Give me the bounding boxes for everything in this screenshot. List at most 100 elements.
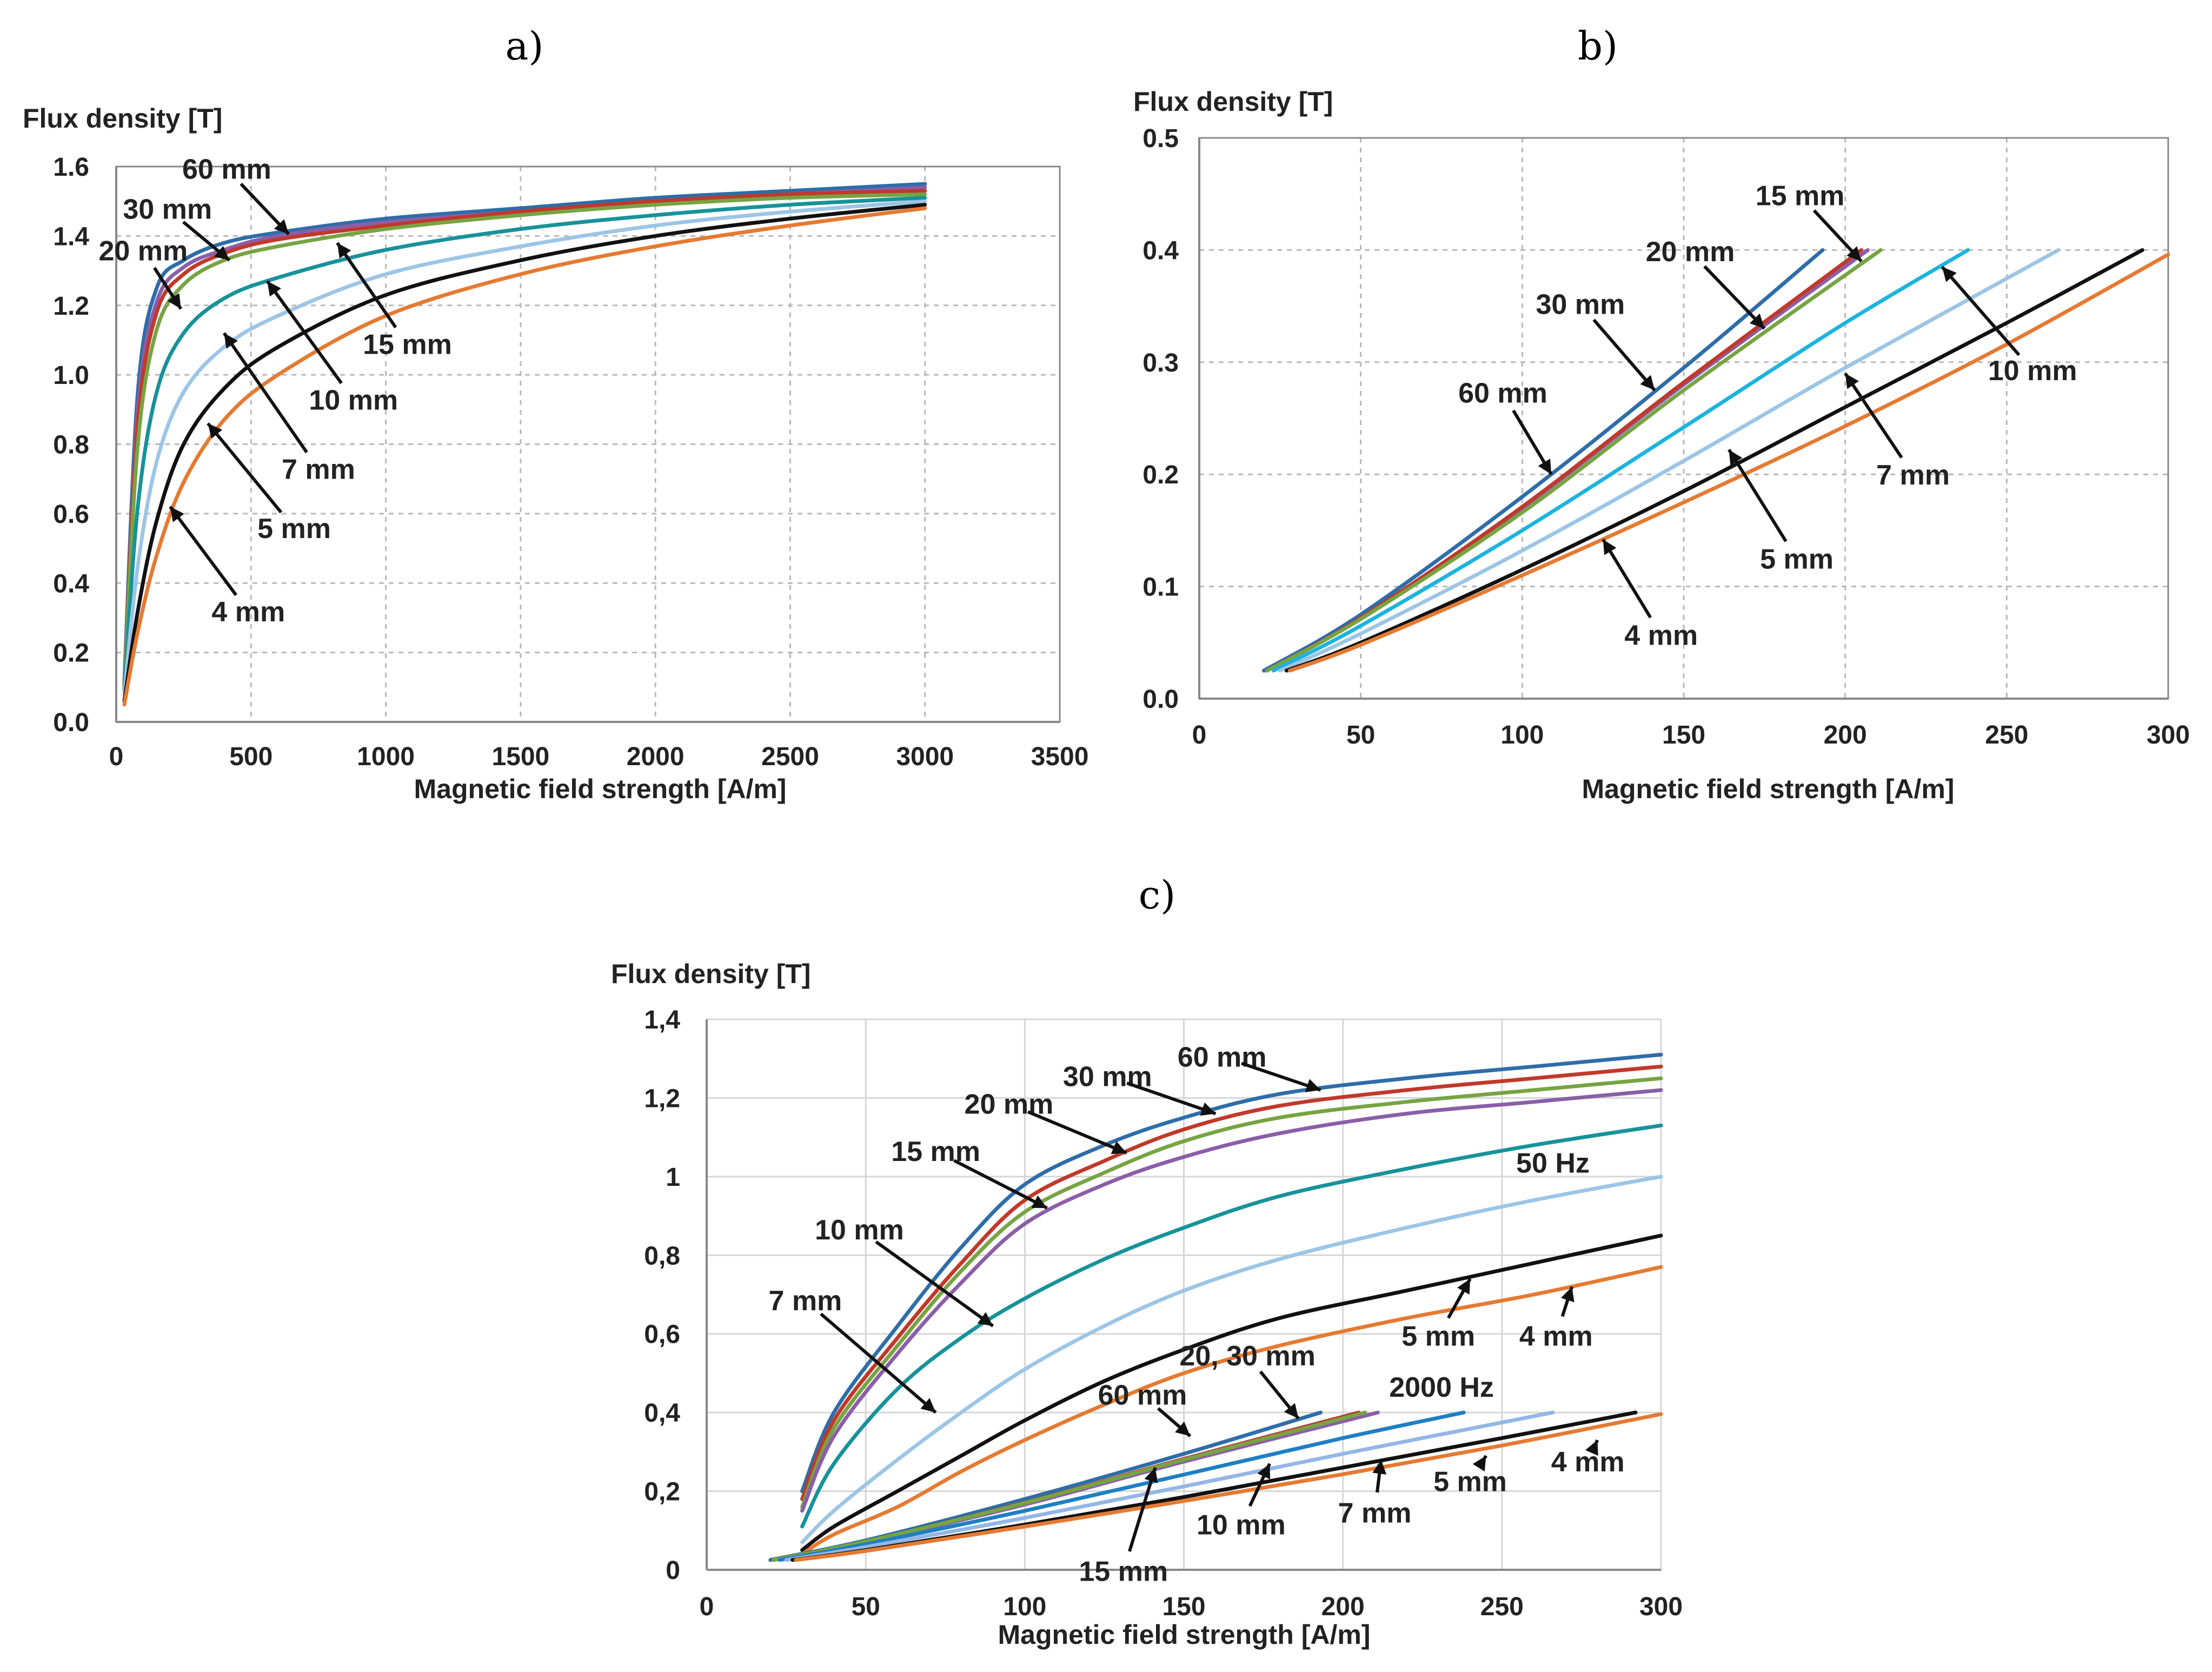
y-tick-label: 1.0: [53, 361, 89, 390]
panel-c: c) 0 50 100 150 200 250 300 0 0,2 0,4 0,6 0,8 1 1,2 1,4…: [611, 872, 1683, 1650]
y-tick-label: 0.6: [53, 500, 89, 529]
x-tick-label: 100: [1003, 1593, 1046, 1621]
x-tick-label: 300: [2147, 721, 2190, 749]
annotation-arrow: [875, 1240, 994, 1328]
annotation-arrowhead: [1284, 1403, 1299, 1419]
annotation-label: 60 mm: [182, 154, 271, 185]
series-line-5-mm: [122, 203, 927, 703]
annotation-arrowhead: [214, 246, 230, 261]
y-tick-label: 1.4: [53, 222, 89, 251]
annotation-arrowhead: [337, 243, 351, 258]
annotation-arrow: [1728, 449, 1788, 542]
series-line-7-mm-2000-hz: [784, 1410, 1555, 1562]
annotation-arrowhead: [1845, 373, 1859, 389]
annotation-arrowhead: [1175, 1421, 1191, 1436]
y-tick-label: 0.5: [1142, 124, 1179, 153]
annotation-label: 7 mm: [1876, 460, 1950, 491]
panel-label: a): [505, 23, 543, 69]
x-tick-label: 250: [1985, 721, 2028, 749]
annotation-arrow: [207, 422, 283, 514]
y-tick-label: 1.2: [53, 292, 89, 321]
annotation-arrowhead: [1472, 1456, 1486, 1472]
annotation-arrowhead: [274, 219, 289, 235]
x-tick-label: 250: [1480, 1593, 1524, 1621]
annotation-label: 60 mm: [1458, 377, 1547, 409]
series-line-7-mm-50-hz: [800, 1175, 1663, 1544]
x-axis-title: Magnetic field strength [A/m]: [414, 774, 787, 804]
x-tick-label: 300: [1639, 1593, 1683, 1621]
annotation-arrowhead: [1538, 459, 1552, 475]
annotation-arrow: [169, 506, 238, 596]
annotation-arrowhead: [1031, 1195, 1047, 1208]
y-tick-label: 0.0: [1142, 685, 1179, 714]
annotation-arrowhead: [1560, 1286, 1575, 1303]
annotation-label: 4 mm: [1519, 1321, 1593, 1352]
annotation-label: 15 mm: [1079, 1556, 1168, 1587]
annotation-arrowhead: [167, 293, 181, 309]
annotation-label: 7 mm: [768, 1285, 842, 1317]
y-tick-label: 1,2: [644, 1084, 680, 1113]
y-tick-label: 0,4: [644, 1399, 680, 1428]
panel-a: a) 0 500 1000 1500 2000 2500 3000 3500 0.0 0.2 0.4 0…: [23, 23, 1088, 804]
x-tick-label: 2500: [761, 742, 819, 771]
x-tick-label: 50: [1346, 721, 1375, 749]
y-tick-label: 0.1: [1142, 573, 1179, 602]
annotation-label: 5 mm: [1401, 1321, 1475, 1352]
y-axis-title: Flux density [T]: [1133, 87, 1333, 117]
annotation-arrow: [1703, 265, 1766, 330]
series-line-15-mm-2000-hz: [772, 1410, 1367, 1562]
x-tick-label: 200: [1824, 721, 1867, 749]
x-tick-label: 0: [700, 1593, 714, 1621]
series-line-4-mm-50-hz: [800, 1265, 1663, 1556]
panel-label: c): [1139, 872, 1175, 918]
annotation-arrow: [1592, 319, 1656, 392]
annotation-label: 2000 Hz: [1389, 1372, 1494, 1403]
annotation-label: 10 mm: [309, 384, 398, 416]
annotation-label: 15 mm: [1756, 180, 1845, 211]
series-line-5-mm: [1284, 248, 2144, 673]
annotation-arrowhead: [1729, 449, 1743, 466]
y-tick-label: 0,2: [644, 1478, 680, 1507]
annotation-label: 10 mm: [1988, 355, 2077, 387]
series-line-7-mm: [122, 199, 927, 696]
y-tick-label: 1: [666, 1163, 680, 1192]
y-tick-label: 0,6: [644, 1321, 680, 1349]
annotation-label: 4 mm: [1624, 620, 1698, 651]
series-line-15-mm-50-hz: [800, 1088, 1663, 1513]
series-line-15-mm: [122, 192, 927, 689]
series-line-10-mm: [122, 196, 927, 693]
series-line-7-mm: [1278, 248, 2061, 673]
annotation-label: 30 mm: [1536, 289, 1625, 321]
y-tick-label: 0.2: [1142, 461, 1179, 489]
annotation-arrowhead: [977, 1312, 993, 1326]
annotation-label: 20 mm: [1646, 236, 1735, 268]
x-tick-label: 3500: [1031, 742, 1089, 771]
y-tick-label: 0.0: [53, 708, 89, 737]
y-tick-label: 0.4: [53, 569, 89, 598]
annotation-arrowhead: [224, 333, 238, 349]
annotation-label: 4 mm: [1551, 1447, 1625, 1478]
annotation-arrow: [1941, 266, 2021, 356]
y-tick-label: 0.8: [53, 431, 89, 460]
y-tick-label: 1.6: [53, 153, 89, 182]
annotation-arrow: [1126, 1082, 1217, 1116]
series-line-4-mm: [1287, 253, 2170, 673]
x-tick-label: 0: [1192, 721, 1207, 749]
annotation-label: 5 mm: [1433, 1467, 1507, 1498]
series-line-5-mm-50-hz: [800, 1233, 1663, 1552]
annotation-arrow: [953, 1159, 1048, 1210]
annotation-arrowhead: [170, 507, 184, 522]
y-tick-label: 0.4: [1142, 236, 1179, 265]
annotation-arrowhead: [1585, 1440, 1598, 1456]
annotation-label: 15 mm: [891, 1136, 980, 1167]
y-tick-label: 0.3: [1142, 349, 1179, 377]
series-line-4-mm: [122, 206, 927, 707]
series-line-60-mm-50-hz: [800, 1052, 1663, 1494]
annotation-arrowhead: [1603, 539, 1617, 555]
plot-frame: [1198, 137, 2169, 700]
annotation-arrowhead: [1257, 1463, 1271, 1479]
series-line-10-mm-50-hz: [800, 1123, 1663, 1529]
annotation-arrow: [265, 280, 343, 384]
series-line-20-mm: [122, 189, 927, 689]
x-tick-label: 150: [1662, 721, 1705, 749]
